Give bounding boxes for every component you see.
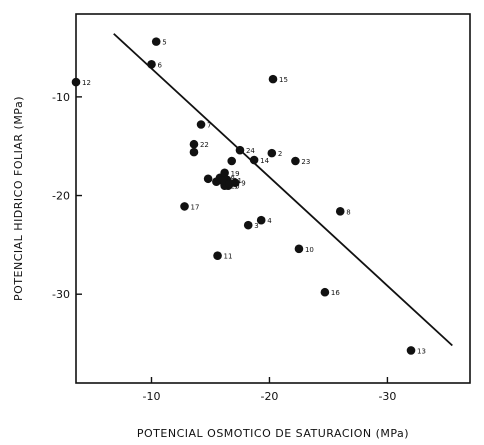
y-tick-label: -10 [52,91,70,104]
data-point-label: 8 [346,208,350,216]
data-point-label: 9 [241,180,245,188]
data-point-label: 4 [267,217,272,225]
data-point-label: 19 [231,170,240,178]
x-tick-labels: -10 -20 -30 [143,390,397,403]
data-point [243,220,253,230]
data-point-label: 6 [157,61,162,69]
x-axis-label: POTENCIAL OSMOTICO DE SATURACION (MPa) [137,427,409,440]
data-point-label: 17 [191,203,200,211]
data-point [212,177,221,187]
data-point [180,202,189,211]
data-points [71,37,416,355]
data-point [196,120,206,129]
data-point-label: 15 [279,76,288,84]
data-point-label: 21 [233,177,242,185]
data-point-label: 16 [331,289,340,297]
data-point [235,145,245,155]
y-tick-label: -20 [52,190,70,203]
data-point [320,287,330,297]
data-point [203,174,213,184]
data-point-label: 22 [200,141,209,149]
data-point [213,251,222,261]
tick-marks [76,96,389,383]
data-point-label: 18 [226,175,235,183]
data-point-label: 14 [260,157,269,165]
data-point [294,244,304,254]
data-point [227,156,237,166]
data-point-label: 12 [82,79,91,87]
regression-line [113,33,453,347]
y-tick-labels: -10 -20 -30 [52,91,70,301]
data-point [268,74,278,84]
data-point-label: 2 [278,150,282,158]
data-point-label: 23 [301,158,310,166]
data-point [71,77,81,87]
data-point [406,346,416,355]
data-point-label: 3 [254,222,258,230]
data-point [249,155,259,165]
y-axis-label: POTENCIAL HIDRICO FOLIAR (MPa) [12,96,25,301]
data-point [225,179,234,189]
data-point [147,60,156,69]
data-point-label: 7 [207,122,211,130]
x-tick-label: -10 [143,390,161,403]
y-tick-label: -30 [52,288,70,301]
data-point [220,168,229,178]
x-tick-label: -20 [260,390,278,403]
data-point [151,37,161,46]
data-point [267,148,277,158]
data-point [335,207,345,216]
data-point-label: 11 [224,253,233,261]
x-tick-label: -30 [378,390,396,403]
data-point [256,215,266,225]
data-point-label: 13 [417,347,426,355]
data-point-label: 10 [305,246,314,254]
plot-frame [75,13,471,384]
data-point-label: 20 [231,183,240,191]
data-point [291,156,300,166]
data-point-label: 24 [246,147,255,155]
data-point [189,147,199,157]
data-point-label: 5 [162,39,166,47]
data-point [189,139,199,149]
data-point-label: 1 [234,183,238,191]
